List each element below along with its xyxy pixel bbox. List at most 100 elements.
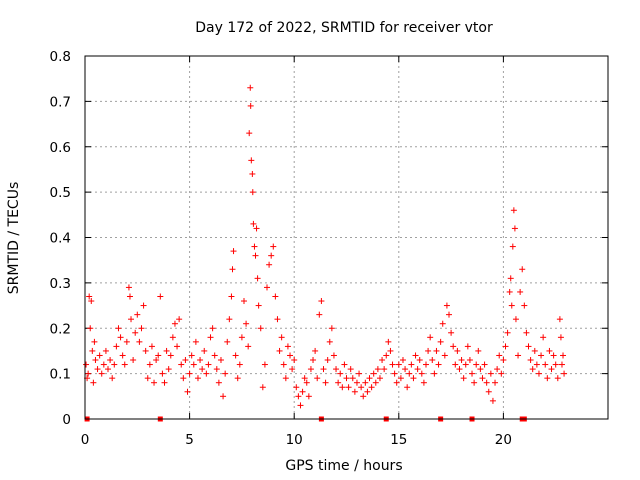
data-point (452, 361, 459, 368)
data-point (297, 402, 304, 409)
data-point (469, 370, 476, 377)
data-point (128, 316, 135, 323)
data-point (399, 357, 406, 364)
y-tick-label: 0.8 (50, 49, 71, 65)
data-point (246, 130, 253, 137)
data-point (496, 352, 503, 359)
grid-lines (85, 56, 608, 419)
data-point (525, 343, 532, 350)
data-point (282, 375, 289, 382)
data-point (261, 361, 268, 368)
data-point (257, 325, 264, 332)
data-point (481, 361, 488, 368)
data-point (418, 370, 425, 377)
data-point (254, 275, 261, 282)
data-point (339, 384, 346, 391)
data-point (245, 343, 252, 350)
data-point (548, 366, 555, 373)
data-point (215, 379, 222, 386)
data-point (560, 352, 567, 359)
data-point (176, 316, 183, 323)
data-point (255, 302, 262, 309)
data-point (370, 370, 377, 377)
data-point (391, 370, 398, 377)
data-point (494, 366, 501, 373)
data-point (535, 370, 542, 377)
data-point (433, 347, 440, 354)
data-point (249, 170, 256, 177)
data-point (209, 325, 216, 332)
data-point (437, 338, 444, 345)
data-point (320, 366, 327, 373)
x-tick-label: 0 (81, 432, 90, 448)
data-point (280, 361, 287, 368)
data-point (550, 352, 557, 359)
data-point (360, 393, 367, 400)
plot-frame (84, 55, 609, 420)
data-point (199, 366, 206, 373)
data-point (85, 370, 92, 377)
data-point (86, 293, 93, 300)
y-tick-label: 0.5 (50, 185, 71, 201)
data-point (412, 352, 419, 359)
data-point (272, 293, 279, 300)
data-point (477, 366, 484, 373)
data-point (98, 370, 105, 377)
y-axis-title: SRMTID / TECUs (6, 182, 22, 295)
data-point (389, 361, 396, 368)
data-point (561, 370, 568, 377)
data-point (558, 361, 565, 368)
data-point (420, 379, 427, 386)
data-point (462, 361, 469, 368)
x-tick-label: 10 (286, 432, 303, 448)
data-point (144, 375, 151, 382)
data-point (182, 357, 189, 364)
data-point (507, 275, 514, 282)
data-point (105, 366, 112, 373)
data-point (509, 243, 516, 250)
data-point (508, 302, 515, 309)
data-point (171, 320, 178, 327)
data-point (318, 298, 325, 305)
data-point (366, 375, 373, 382)
data-point (188, 352, 195, 359)
data-point (435, 361, 442, 368)
data-point (395, 361, 402, 368)
y-tick-label: 0.4 (50, 231, 71, 247)
data-point (197, 357, 204, 364)
data-point (515, 352, 522, 359)
data-point (180, 375, 187, 382)
data-point (278, 334, 285, 341)
data-point (201, 347, 208, 354)
x-tick-label: 15 (390, 432, 407, 448)
data-point (402, 366, 409, 373)
data-point (289, 366, 296, 373)
data-point (487, 370, 494, 377)
y-tick-label: 0 (62, 412, 71, 428)
data-point (404, 384, 411, 391)
y-tick-label: 0.3 (50, 276, 71, 292)
data-point (229, 266, 236, 273)
data-point (274, 316, 281, 323)
data-point (243, 320, 250, 327)
data-point (266, 261, 273, 268)
data-point (450, 343, 457, 350)
y-tick-label: 0.6 (50, 140, 71, 156)
data-point (443, 302, 450, 309)
data-point (250, 220, 257, 227)
data-point (161, 379, 168, 386)
chart-title: Day 172 of 2022, SRMTID for receiver vto… (195, 20, 493, 36)
data-point (408, 361, 415, 368)
data-point (498, 370, 505, 377)
data-point (425, 347, 432, 354)
data-point (217, 357, 224, 364)
data-point (113, 343, 120, 350)
data-point (140, 302, 147, 309)
data-point (109, 375, 116, 382)
data-point (291, 357, 298, 364)
data-point (305, 393, 312, 400)
data-point (533, 361, 540, 368)
data-point (238, 334, 245, 341)
data-point (422, 361, 429, 368)
data-point (374, 366, 381, 373)
